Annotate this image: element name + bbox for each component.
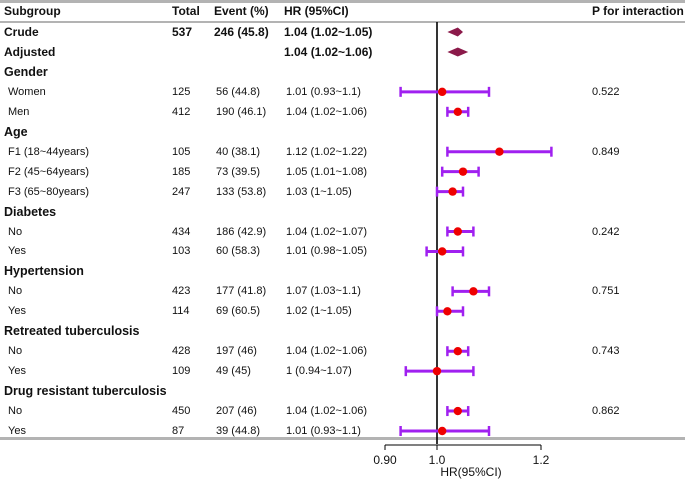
row-event: 246 (45.8): [214, 25, 269, 39]
header-rule: [0, 21, 685, 23]
row-hr: 1.01 (0.98~1.05): [286, 245, 368, 258]
x-tick-label: 1.0: [429, 453, 446, 467]
row-total: 105: [172, 145, 191, 158]
row-event: 133 (53.8): [216, 185, 267, 198]
row-hr: 1.02 (1~1.05): [286, 305, 352, 318]
row-total: 114: [172, 305, 190, 318]
group-heading: Retreated tuberculosis: [4, 324, 140, 339]
row-hr: 1.04 (1.02~1.06): [286, 405, 368, 418]
row-total: 125: [172, 85, 191, 98]
row-hr: 1.05 (1.01~1.08): [286, 165, 368, 178]
row-event: 69 (60.5): [216, 305, 261, 318]
row-label: Yes: [8, 305, 26, 318]
point-estimate: [453, 347, 462, 356]
header-p-interaction: P for interaction: [592, 4, 684, 18]
row-label: Adjusted: [4, 44, 56, 59]
row-total: 537: [172, 25, 193, 39]
row-p-interaction: 0.862: [592, 405, 620, 418]
row-total: 103: [172, 245, 191, 258]
summary-diamond: [447, 47, 469, 57]
point-estimate: [469, 287, 478, 296]
row-p-interaction: 0.751: [592, 285, 620, 298]
point-estimate: [432, 366, 442, 376]
top-rule: [0, 0, 685, 3]
row-hr: 1.12 (1.02~1.22): [286, 145, 368, 158]
row-label: Yes: [8, 425, 26, 437]
row-hr: 1.04 (1.02~1.07): [286, 225, 368, 238]
row-p-interaction: 0.242: [592, 225, 620, 238]
row-total: 428: [172, 345, 191, 358]
row-event: 60 (58.3): [216, 245, 261, 258]
row-label: F1 (18~44years): [8, 145, 90, 158]
row-hr: 1.04 (1.02~1.06): [286, 345, 368, 358]
row-label: No: [8, 345, 23, 358]
row-total: 185: [172, 165, 191, 178]
row-total: 109: [172, 365, 191, 378]
row-event: 197 (46): [216, 345, 257, 358]
group-heading: Hypertension: [4, 264, 84, 279]
point-estimate: [495, 147, 504, 156]
point-estimate: [453, 406, 462, 416]
row-label: Yes: [8, 365, 26, 378]
summary-diamond: [447, 27, 463, 37]
row-label: Men: [8, 105, 30, 118]
row-label: F3 (65~80years): [8, 185, 90, 198]
row-event: 186 (42.9): [216, 225, 267, 238]
point-estimate: [438, 87, 447, 97]
row-event: 73 (39.5): [216, 165, 261, 178]
row-p-interaction: 0.743: [592, 345, 620, 358]
row-event: 49 (45): [216, 365, 251, 378]
row-total: 450: [172, 405, 191, 418]
row-label: F2 (45~64years): [8, 165, 90, 178]
group-heading: Gender: [4, 64, 48, 79]
point-estimate: [438, 247, 447, 256]
point-estimate: [458, 167, 468, 176]
row-event: 177 (41.8): [216, 285, 267, 298]
x-axis-label: HR(95%CI): [440, 465, 501, 479]
row-label: No: [8, 225, 23, 238]
row-hr: 1.04 (1.02~1.06): [284, 44, 373, 59]
row-label: No: [8, 405, 23, 418]
point-estimate: [443, 307, 452, 316]
row-total: 412: [172, 105, 191, 118]
group-heading: Age: [4, 124, 28, 139]
row-event: 39 (44.8): [216, 425, 261, 437]
row-p-interaction: 0.522: [592, 85, 620, 98]
row-total: 247: [172, 185, 191, 198]
point-estimate: [448, 187, 457, 196]
row-label: Women: [8, 85, 46, 98]
header-total: Total: [172, 4, 200, 18]
x-tick-label: 0.90: [373, 453, 397, 467]
row-hr: 1.04 (1.02~1.06): [286, 105, 368, 118]
row-hr: 1.01 (0.93~1.1): [286, 425, 361, 437]
row-event: 40 (38.1): [216, 145, 261, 158]
row-total: 423: [172, 285, 191, 298]
x-tick-label: 1.2: [533, 453, 550, 467]
row-total: 87: [172, 425, 185, 437]
row-label: No: [8, 285, 23, 298]
row-hr: 1.04 (1.02~1.05): [284, 25, 373, 39]
bottom-rule: [0, 437, 685, 440]
header-event: Event (%): [214, 4, 269, 18]
row-hr: 1 (0.94~1.07): [286, 365, 352, 378]
row-total: 434: [172, 225, 191, 238]
header-hr: HR (95%CI): [284, 4, 349, 18]
row-event: 190 (46.1): [216, 105, 267, 118]
group-heading: Drug resistant tuberculosis: [4, 384, 167, 399]
row-event: 207 (46): [216, 405, 257, 418]
row-label: Yes: [8, 245, 26, 258]
row-p-interaction: 0.849: [592, 145, 620, 158]
header-subgroup: Subgroup: [4, 4, 61, 18]
group-heading: Diabetes: [4, 204, 57, 219]
row-label: Crude: [4, 25, 39, 39]
row-hr: 1.03 (1~1.05): [286, 185, 352, 198]
row-hr: 1.01 (0.93~1.1): [286, 85, 361, 98]
point-estimate: [453, 107, 462, 117]
row-event: 56 (44.8): [216, 85, 261, 98]
row-hr: 1.07 (1.03~1.1): [286, 285, 361, 298]
point-estimate: [438, 426, 447, 436]
point-estimate: [453, 227, 462, 236]
